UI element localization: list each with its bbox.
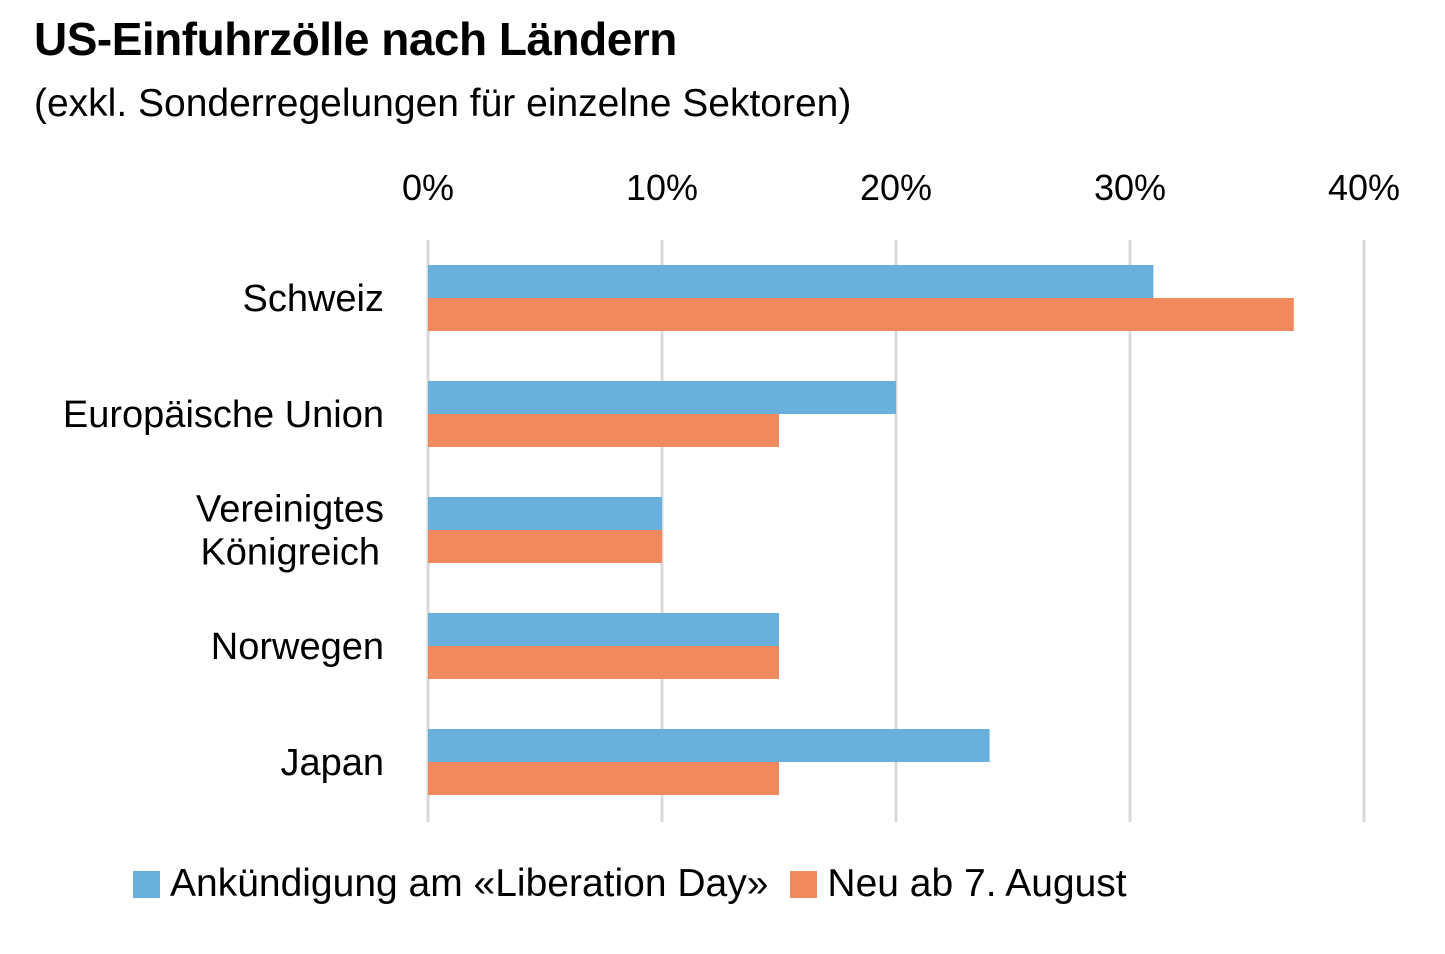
chart-title: US-Einfuhrzölle nach Ländern	[34, 13, 677, 65]
category-label: Schweiz	[243, 278, 385, 320]
chart-subtitle: (exkl. Sonderregelungen für einzelne Sek…	[34, 82, 852, 125]
x-axis-ticks: 0% 10% 20% 30% 40%	[402, 167, 1400, 208]
legend-item-neu-ab-7-august: Neu ab 7. August	[790, 862, 1127, 906]
bar-neu-ab-7-august	[428, 646, 779, 679]
bar-neu-ab-7-august	[428, 298, 1294, 331]
legend-label-neu-ab-7-august: Neu ab 7. August	[827, 862, 1127, 905]
category-labels: Schweiz Europäische Union VereinigtesKönig…	[63, 278, 384, 784]
x-tick-label: 30%	[1094, 167, 1166, 208]
bar-neu-ab-7-august	[428, 530, 662, 563]
x-tick-label: 40%	[1328, 167, 1400, 208]
bar-liberation-day	[428, 381, 896, 414]
bars	[428, 265, 1294, 795]
legend-label-liberation-day: Ankündigung am «Liberation Day»	[170, 862, 769, 905]
x-tick-label: 10%	[626, 167, 698, 208]
bar-liberation-day	[428, 613, 779, 646]
bar-liberation-day	[428, 497, 662, 530]
legend: Ankündigung am «Liberation Day» Neu ab 7…	[133, 862, 1149, 906]
category-label: Königreich	[200, 532, 380, 574]
category-label: Norwegen	[211, 626, 384, 668]
bar-neu-ab-7-august	[428, 762, 779, 795]
category-label: Europäische Union	[63, 394, 384, 436]
x-tick-label: 0%	[402, 167, 454, 208]
bar-liberation-day	[428, 265, 1154, 298]
category-label: Japan	[280, 742, 384, 784]
x-tick-label: 20%	[860, 167, 932, 208]
legend-item-liberation-day: Ankündigung am «Liberation Day»	[133, 862, 768, 906]
legend-swatch-neu-ab-7-august	[790, 870, 818, 898]
bar-liberation-day	[428, 729, 990, 762]
bar-neu-ab-7-august	[428, 414, 779, 447]
legend-swatch-liberation-day	[133, 870, 160, 898]
category-label: Vereinigtes	[196, 489, 384, 531]
